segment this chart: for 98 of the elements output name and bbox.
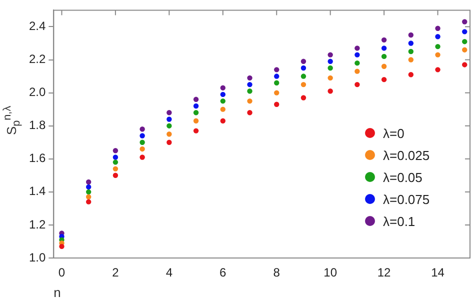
point — [220, 92, 226, 98]
y-tick-label: 2.0 — [28, 85, 46, 100]
point — [274, 67, 280, 72]
point — [193, 118, 199, 124]
x-tick-label: 14 — [431, 266, 445, 280]
legend-label: λ=0 — [383, 126, 404, 141]
point — [435, 26, 440, 31]
y-tick-label: 1.0 — [28, 250, 46, 264]
point — [300, 95, 306, 100]
point — [166, 110, 172, 116]
x-axis-title: n — [54, 284, 61, 300]
point — [86, 184, 92, 190]
point — [408, 40, 414, 46]
point — [166, 140, 172, 145]
y-tick-label: 1.8 — [28, 118, 46, 132]
point — [140, 126, 145, 132]
point — [435, 67, 440, 72]
point — [408, 32, 414, 38]
point — [408, 72, 414, 78]
point — [300, 65, 306, 71]
y-tick-label: 1.2 — [28, 217, 46, 232]
point — [112, 154, 118, 160]
point — [140, 146, 145, 152]
point — [166, 116, 172, 122]
point — [274, 74, 280, 79]
x-tick-label: 0 — [58, 266, 66, 280]
x-tick-label: 10 — [324, 266, 338, 280]
point — [247, 88, 252, 94]
point — [274, 80, 280, 86]
y-tick-label: 2.4 — [28, 19, 46, 34]
point — [247, 82, 252, 88]
y-tick-label: 1.6 — [28, 151, 46, 166]
point — [59, 244, 64, 250]
point — [220, 106, 226, 112]
point — [220, 98, 226, 104]
point — [435, 52, 440, 58]
x-tick-label: 6 — [220, 266, 227, 280]
point — [354, 46, 360, 51]
point — [328, 88, 333, 94]
point — [166, 123, 172, 128]
point — [86, 179, 92, 185]
point — [462, 29, 468, 34]
point — [381, 37, 387, 43]
point — [140, 133, 145, 138]
point — [193, 110, 199, 116]
point — [112, 148, 118, 154]
point — [462, 19, 468, 24]
point — [435, 44, 440, 50]
point — [166, 132, 172, 137]
x-tick-label: 12 — [377, 266, 392, 280]
point — [193, 96, 199, 102]
point — [462, 47, 468, 52]
x-tick-label: 2 — [112, 266, 120, 280]
point — [381, 64, 387, 69]
point — [140, 154, 145, 160]
point — [381, 54, 387, 60]
point — [140, 140, 145, 145]
point — [328, 65, 333, 71]
point — [381, 76, 387, 82]
point — [247, 98, 252, 104]
point — [408, 57, 414, 62]
y-tick-label: 2.2 — [28, 52, 46, 66]
point — [86, 189, 92, 195]
point — [112, 160, 118, 165]
y-tick-label: 1.4 — [28, 184, 46, 198]
point — [112, 172, 118, 178]
point — [435, 34, 440, 40]
point — [328, 52, 333, 58]
point — [220, 85, 226, 90]
point — [274, 90, 280, 96]
x-tick-label: 8 — [273, 266, 280, 280]
point — [462, 38, 468, 44]
point — [381, 46, 387, 51]
point — [354, 68, 360, 74]
point — [86, 194, 92, 200]
point — [274, 102, 280, 107]
point — [300, 58, 306, 64]
legend-label: λ=0.025 — [383, 148, 430, 163]
point — [354, 82, 360, 88]
point — [247, 75, 252, 81]
point — [193, 103, 199, 109]
point — [300, 82, 306, 88]
point — [462, 62, 468, 68]
point — [247, 110, 252, 116]
point — [328, 75, 333, 81]
legend-label: λ=0.1 — [383, 214, 416, 229]
x-tick-label: 4 — [166, 266, 173, 280]
point — [112, 166, 118, 172]
point — [408, 48, 414, 54]
point — [86, 199, 92, 204]
point — [193, 128, 199, 134]
point — [300, 74, 306, 79]
point — [328, 58, 333, 64]
legend-label: λ=0.05 — [383, 170, 422, 185]
legend-label: λ=0.075 — [383, 192, 430, 207]
point — [354, 52, 360, 58]
point — [220, 118, 226, 124]
point — [354, 60, 360, 66]
